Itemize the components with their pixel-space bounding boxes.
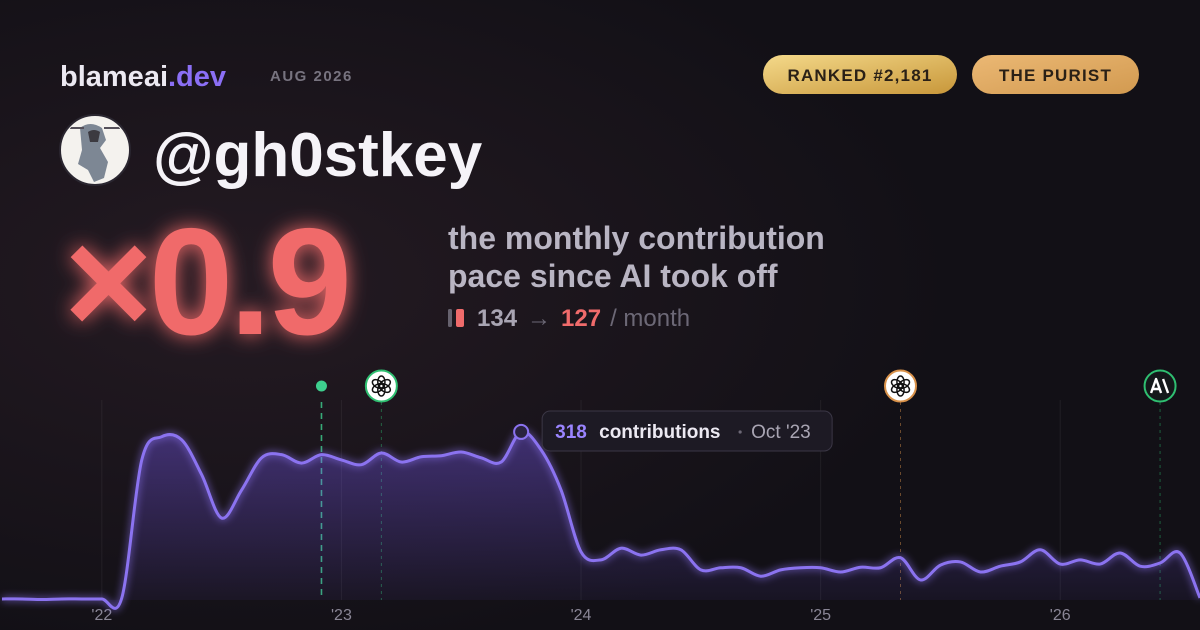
avatar: [59, 114, 131, 186]
x-tick-label: '24: [571, 607, 592, 624]
icon-ring: [364, 369, 398, 403]
stat-before: 134: [477, 305, 518, 332]
tooltip: [541, 410, 833, 452]
period: AUG 2026: [270, 68, 353, 85]
event-icon: [364, 369, 398, 403]
icon-ring: [884, 369, 917, 403]
event-dot: [315, 380, 327, 392]
stat-arrow: →: [527, 305, 551, 332]
description: pace since AI took off: [448, 258, 778, 294]
x-tick-label: '26: [1050, 607, 1071, 624]
icon-glyph: [890, 378, 904, 390]
badge-label: RANKED #2,181: [787, 66, 932, 85]
x-tick-label: '23: [331, 607, 352, 624]
badge-label: THE PURIST: [999, 66, 1112, 85]
chart: '22 '23 '24 '25 '26 318 contributions Oct '23: [1, 369, 1200, 624]
icon-glyph: [1149, 377, 1170, 394]
brand-tld: .dev: [168, 61, 226, 93]
stat-icon: [448, 309, 452, 327]
x-tick-label: '25: [810, 607, 831, 624]
tooltip-date: Oct '23: [751, 422, 811, 443]
brand: blameai.dev: [60, 61, 226, 93]
tooltip-separator: [738, 430, 742, 434]
stat-icon: [456, 309, 464, 327]
highlight-point: [513, 423, 530, 440]
icon-ring: [1143, 369, 1177, 403]
line: [1, 430, 1200, 610]
handle: @gh0stkey: [153, 121, 483, 190]
event-icon: [1143, 369, 1177, 403]
description: the monthly contribution: [448, 220, 825, 256]
tooltip-value: 318: [555, 422, 587, 443]
stats: 134 → 127 / month: [477, 305, 690, 332]
tooltip-label: contributions: [599, 422, 720, 443]
badge: [763, 55, 957, 94]
stat-after: 127: [561, 305, 601, 332]
x-tick-label: '22: [91, 607, 112, 624]
multiplier: ×0.9: [64, 197, 348, 367]
stat-unit: / month: [610, 305, 690, 332]
event-icon: [884, 369, 917, 403]
brand-name: blameai: [60, 61, 168, 93]
badge: [972, 55, 1139, 94]
area: [2, 431, 1200, 609]
icon-glyph: [371, 378, 385, 390]
